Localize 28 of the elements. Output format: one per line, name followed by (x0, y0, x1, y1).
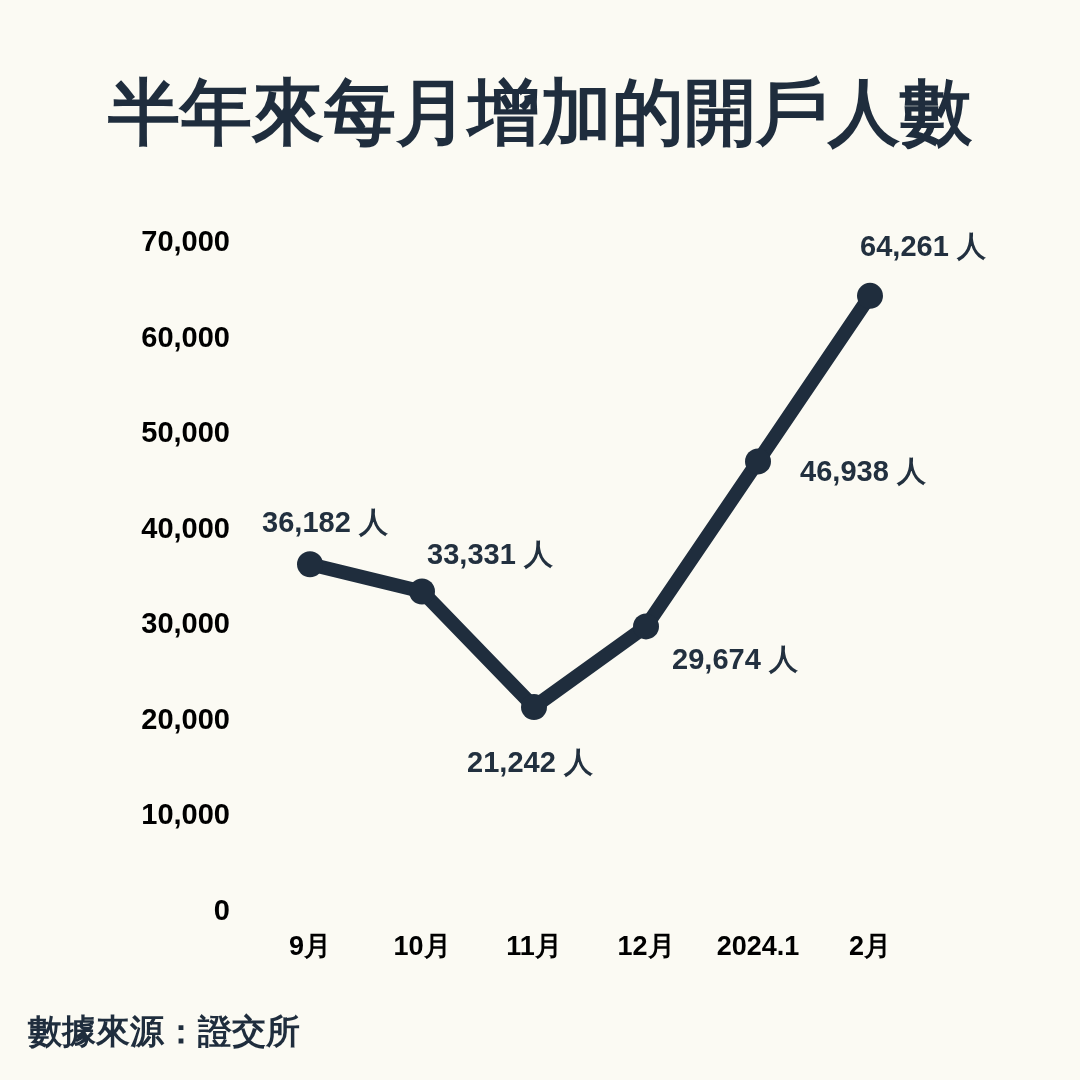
x-tick-label: 9月 (288, 931, 332, 961)
point (521, 693, 547, 720)
y-tick-label: 20,000 (141, 702, 230, 735)
x-tick-label: 2月 (848, 931, 892, 961)
chart-title: 半年來每月增加的開戶人數 (107, 72, 973, 152)
data-label: 64,261 人 (860, 229, 987, 262)
point (297, 551, 323, 578)
y-tick-label: 10,000 (141, 798, 230, 831)
data-label: 46,938 人 (800, 455, 927, 488)
data-label: 21,242 人 (467, 745, 594, 778)
point (409, 578, 435, 605)
data-label: 36,182 人 (262, 506, 389, 539)
y-tick-label: 0 (213, 894, 230, 926)
y-tick-label: 30,000 (141, 607, 230, 640)
data-label: 29,674 人 (672, 643, 799, 676)
x-tick-label: 12月 (617, 931, 675, 961)
point (633, 613, 659, 640)
y-tick-label: 50,000 (141, 416, 230, 449)
data-label: 33,331 人 (427, 538, 554, 571)
y-tick-label: 40,000 (141, 511, 230, 544)
text: 數據來源：證交所 (27, 1012, 300, 1050)
x-tick-label: 2024.1 (716, 931, 800, 961)
point (745, 448, 771, 475)
y-tick-label: 70,000 (141, 225, 230, 257)
point (857, 282, 883, 309)
x-tick-label: 11月 (506, 931, 562, 961)
x-tick-label: 10月 (393, 931, 451, 961)
y-tick-label: 60,000 (141, 320, 230, 353)
